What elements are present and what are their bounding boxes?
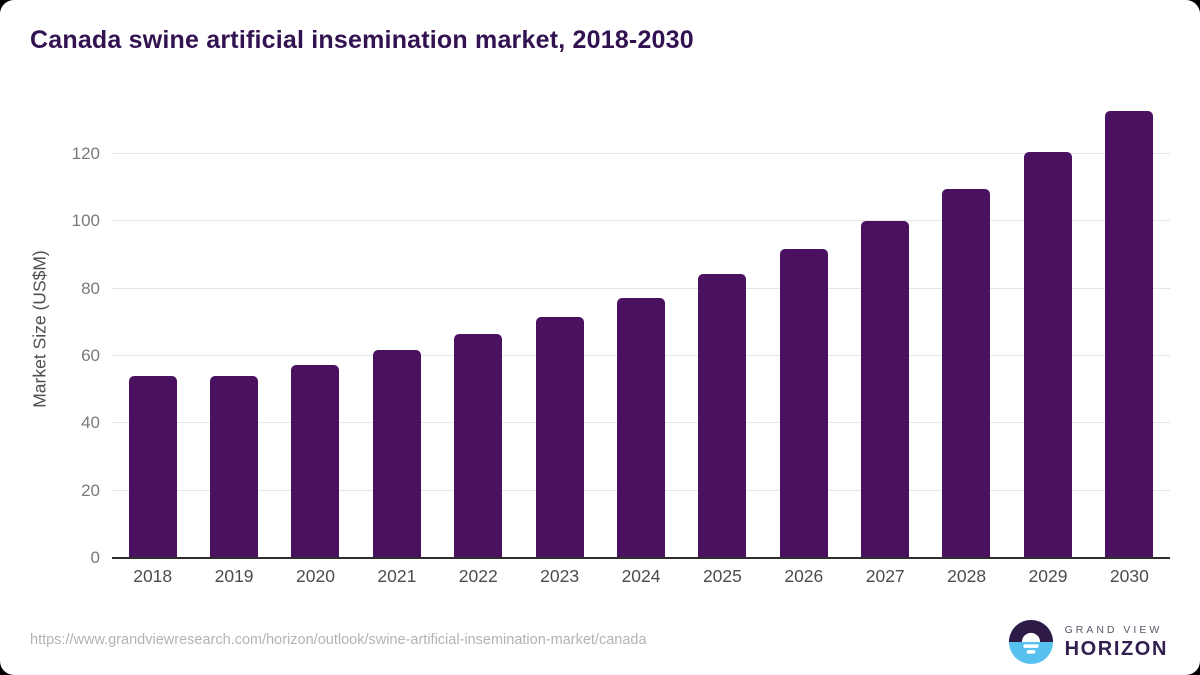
x-label-2030: 2030 [1109, 566, 1149, 586]
x-label-2018: 2018 [133, 566, 173, 586]
bar-2030 [1105, 110, 1154, 558]
chart-title: Canada swine artificial insemination mar… [30, 26, 694, 54]
gridline-120 [112, 152, 1170, 154]
x-label-2024: 2024 [621, 566, 661, 586]
source-url: https://www.grandviewresearch.com/horizo… [30, 632, 647, 648]
x-axis-labels: 2018 2019 2020 2021 2022 2023 2024 2025 2026 2027… [112, 566, 1170, 587]
x-label-2023: 2023 [540, 566, 580, 586]
bar-2024 [616, 297, 665, 558]
x-label-2025: 2025 [702, 566, 742, 586]
y-tick-label-20: 20 [81, 480, 100, 500]
y-tick-label-120: 120 [71, 143, 100, 163]
bar-2021 [372, 349, 421, 558]
bar-2027 [861, 221, 910, 558]
brand-logo: GRAND VIEW HORIZON [1008, 619, 1168, 665]
y-tick-label-100: 100 [71, 211, 100, 231]
x-label-2020: 2020 [296, 566, 335, 586]
bar-2020 [291, 364, 340, 558]
x-label-2027: 2027 [865, 566, 905, 586]
x-label-2022: 2022 [458, 566, 498, 586]
y-tick-label-80: 80 [81, 278, 100, 298]
bar-2029 [1023, 152, 1072, 558]
y-tick-label-40: 40 [81, 413, 100, 433]
bar-2025 [698, 273, 747, 558]
gridline-100 [112, 220, 1170, 222]
logo-line-grand-view: GRAND VIEW [1064, 623, 1163, 636]
x-label-2026: 2026 [784, 566, 824, 586]
y-tick-label-60: 60 [81, 345, 100, 365]
bar-2023 [535, 316, 584, 558]
x-label-2029: 2029 [1028, 566, 1068, 586]
horizon-sun-icon [1008, 619, 1053, 665]
gridline-80 [112, 287, 1170, 289]
y-tick-label-0: 0 [90, 548, 100, 567]
x-label-2028: 2028 [947, 566, 987, 586]
logo-text: GRAND VIEW HORIZON [1065, 624, 1168, 661]
x-label-2019: 2019 [214, 566, 254, 586]
y-axis-ticks: 0 20 40 60 80 100 120 [0, 100, 100, 566]
bars-container [112, 100, 1170, 558]
x-label-2021: 2021 [377, 566, 417, 586]
x-axis-line [112, 557, 1170, 559]
bar-2018 [128, 376, 177, 558]
bar-2022 [454, 334, 503, 558]
bar-2028 [942, 189, 991, 558]
bar-2026 [779, 248, 828, 558]
bar-2019 [210, 375, 259, 558]
plot-area [112, 100, 1170, 559]
logo-line-horizon: HORIZON [1064, 637, 1168, 660]
